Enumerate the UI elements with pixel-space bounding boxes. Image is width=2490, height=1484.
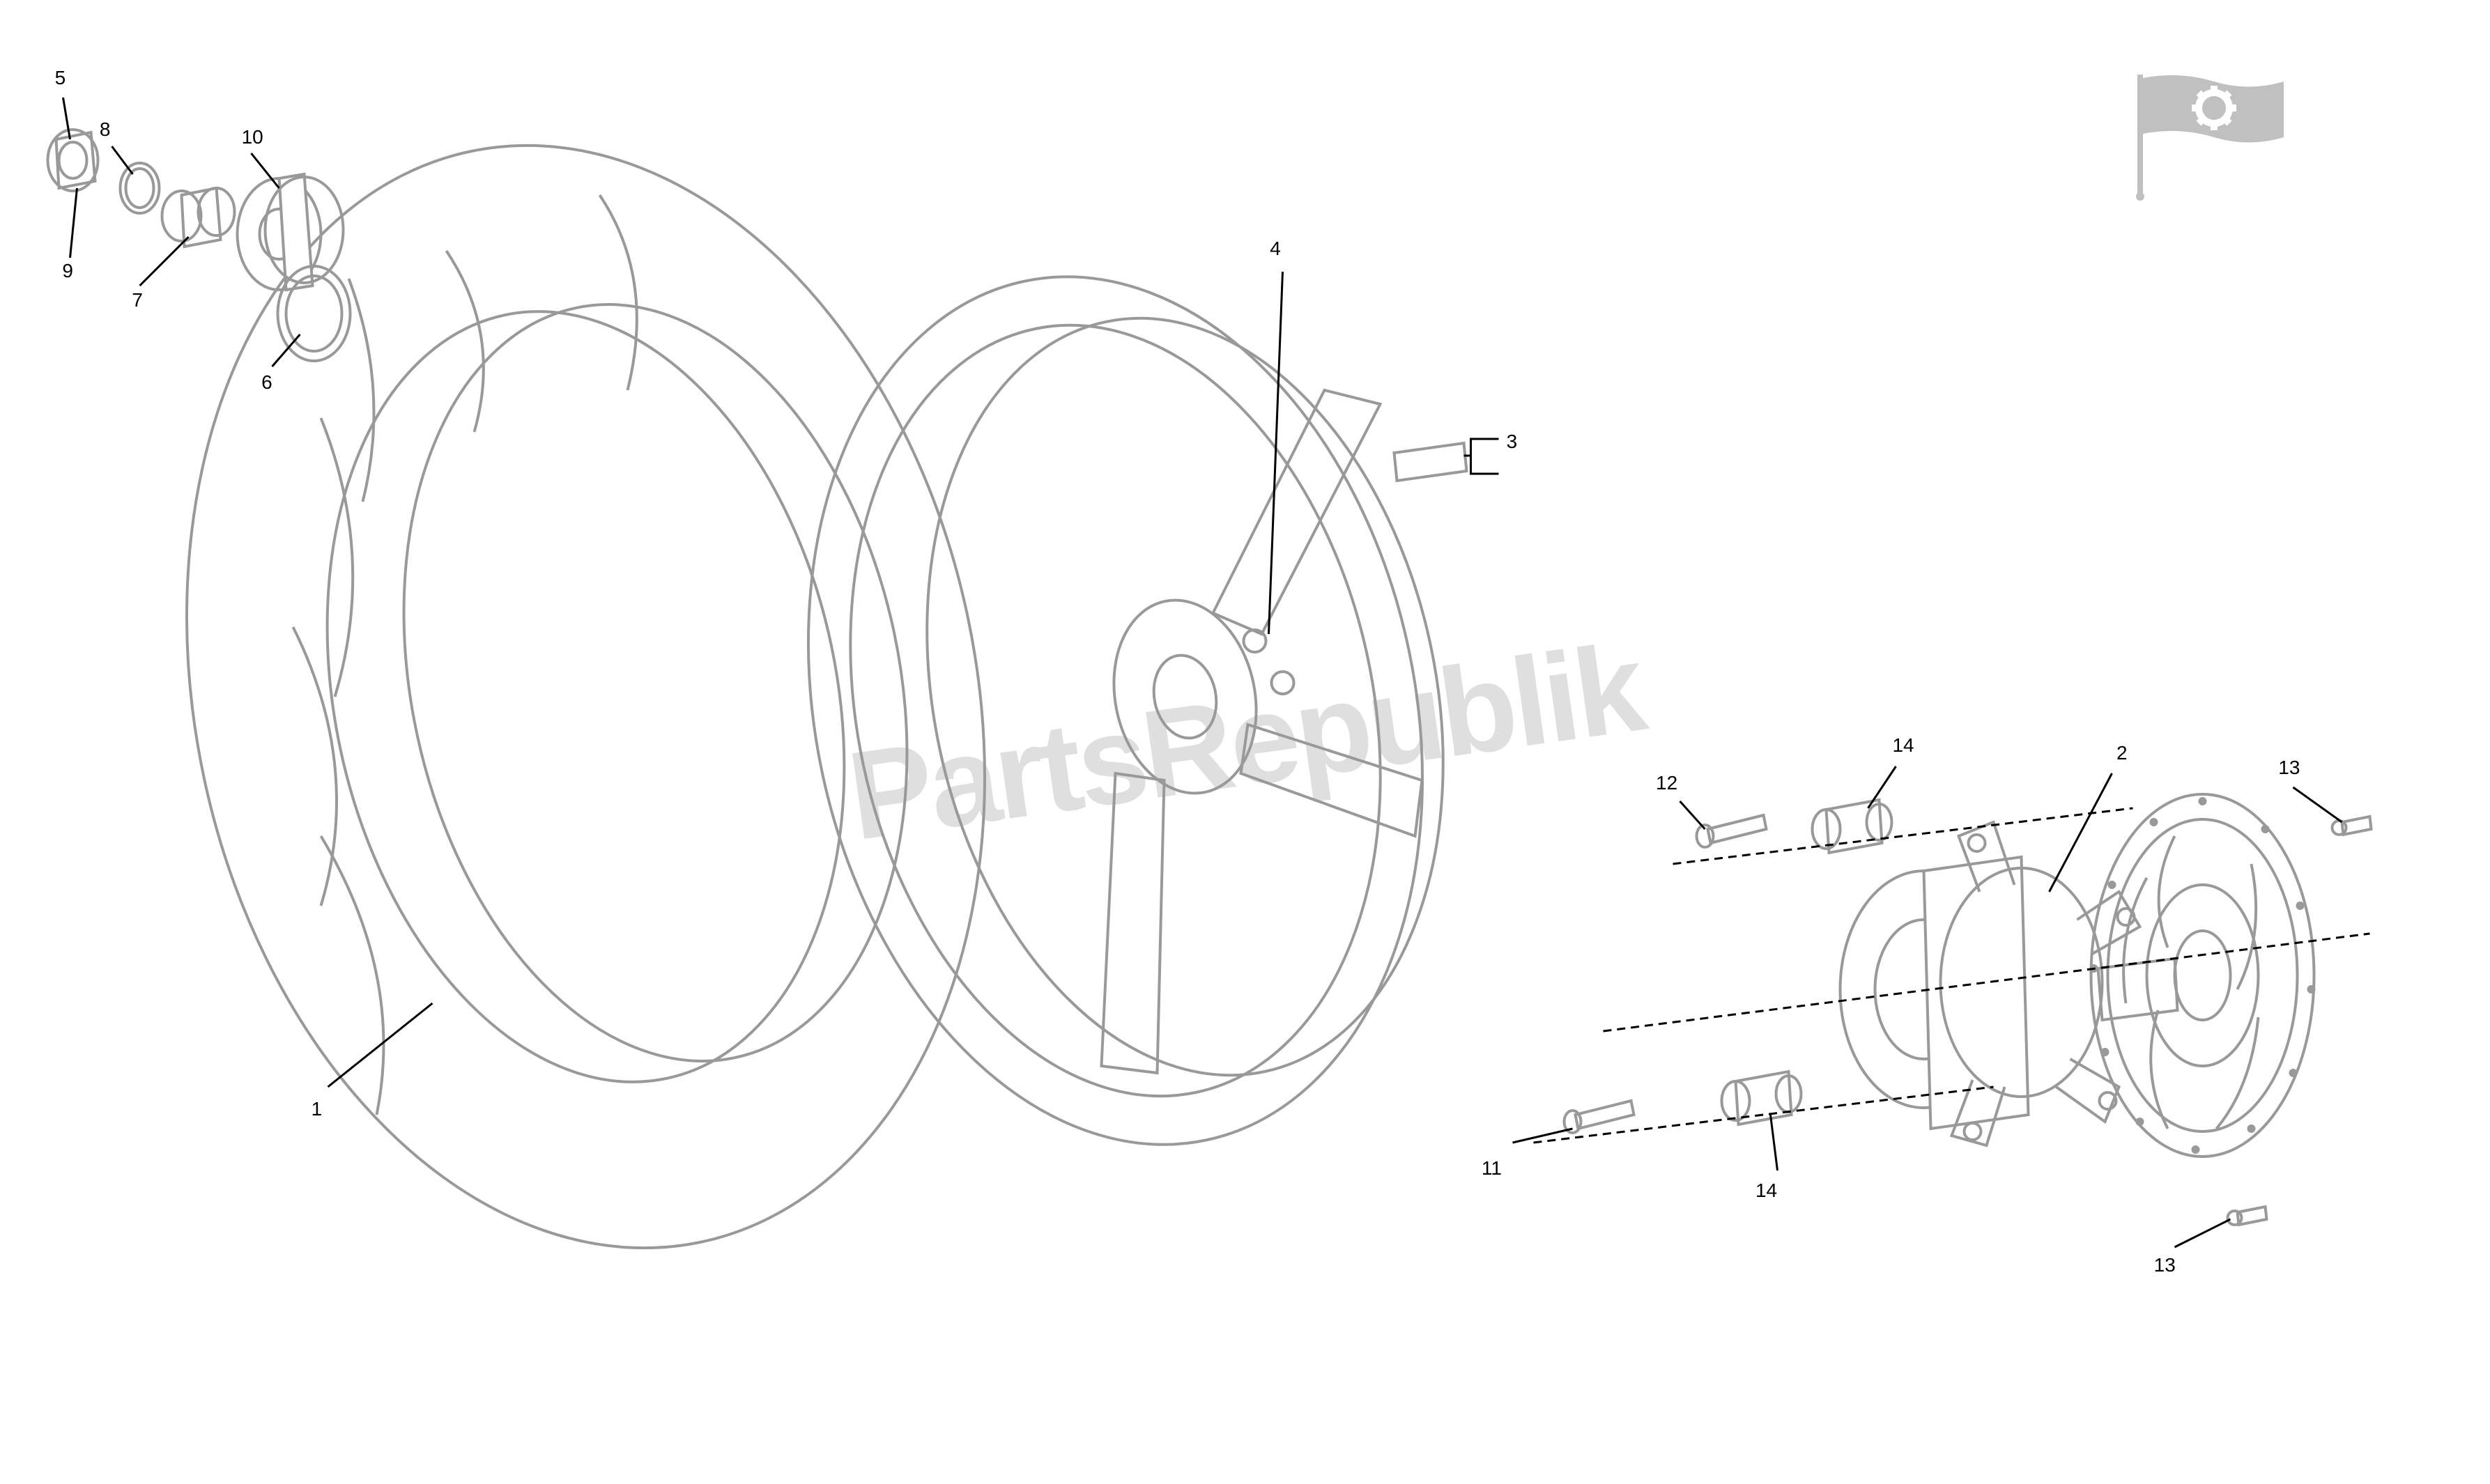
wheel-hub: [1840, 822, 2178, 1145]
sleeve-14a: [1813, 800, 1892, 853]
label-14a: 14: [1892, 734, 1914, 757]
sleeve-14b: [1722, 1072, 1801, 1124]
label-6: 6: [261, 371, 272, 394]
bolt-13b: [2228, 1207, 2267, 1225]
brake-disc: [2091, 794, 2314, 1157]
label-8: 8: [100, 118, 111, 141]
label-7: 7: [132, 289, 143, 311]
wheel-rim: [731, 219, 1510, 1202]
label-13a: 13: [2278, 757, 2300, 779]
label-2: 2: [2116, 742, 2128, 764]
label-13b: 13: [2154, 1254, 2176, 1276]
exploded-diagram: PartsRepublik: [0, 0, 2490, 1484]
label-3: 3: [1507, 431, 1518, 453]
label-5: 5: [55, 67, 66, 89]
bolt-11: [1565, 1101, 1634, 1133]
label-11: 11: [1482, 1157, 1502, 1180]
label-1: 1: [312, 1098, 323, 1120]
label-10: 10: [242, 126, 263, 148]
rear-tire: [88, 70, 1083, 1323]
label-14b: 14: [1755, 1180, 1777, 1202]
label-4: 4: [1270, 238, 1281, 260]
label-9: 9: [62, 260, 73, 282]
bracket-3: [1394, 443, 1467, 481]
label-12: 12: [1656, 772, 1677, 794]
bolt-12: [1697, 815, 1767, 847]
axle-nut-assembly: [48, 130, 351, 361]
